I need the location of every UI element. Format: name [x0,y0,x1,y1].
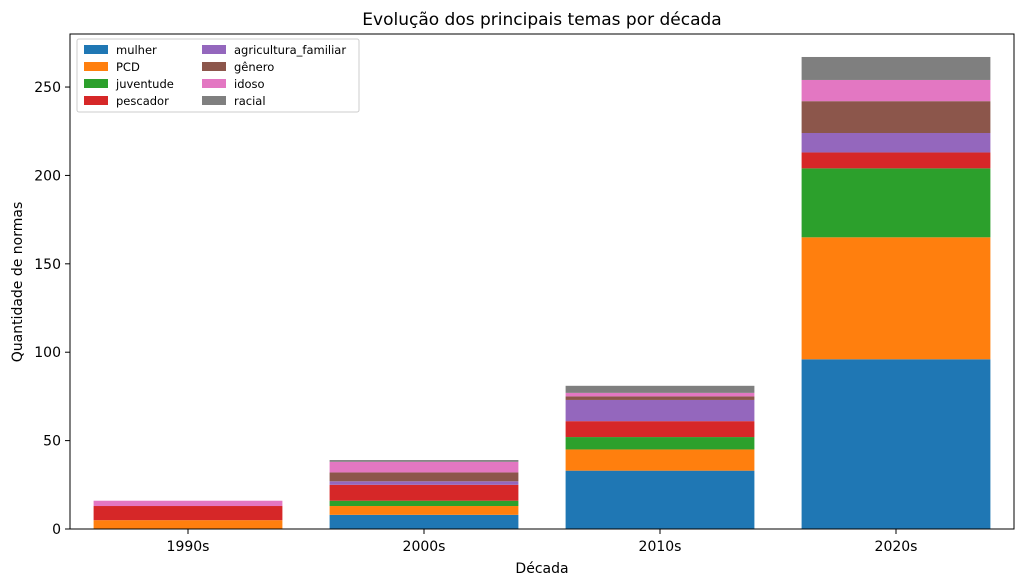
legend-label-agricultura_familiar: agricultura_familiar [234,43,346,57]
y-tick-label: 100 [34,345,61,361]
chart-title: Evolução dos principais temas por década [362,10,721,30]
bar-pescador-2010s [565,421,755,438]
bar-mulher-2010s [565,470,755,529]
bar-mulher-2020s [801,359,991,529]
legend-swatch-juventude [84,79,108,88]
legend-swatch-PCD [84,62,108,71]
bar-pescador-2000s [329,484,519,501]
bar-idoso-2020s [801,79,991,102]
legend-swatch-agricultura_familiar [202,45,226,54]
legend-swatch-gênero [202,62,226,71]
bar-PCD-2010s [565,449,755,471]
legend-box [76,38,360,113]
bar-pescador-2020s [801,152,991,169]
legend: mulher PCD juventude pescador agricultura_fa… [76,38,360,113]
y-axis-label: Quantidade de normas [10,202,26,363]
x-tick-label: 1990s [167,539,210,555]
y-tick-label: 200 [34,168,61,184]
legend-label-mulher: mulher [116,43,157,57]
legend-label-pescador: pescador [116,94,169,108]
bar-idoso-1990s [93,500,283,507]
legend-swatch-pescador [84,96,108,105]
legend-label-juventude: juventude [115,77,174,91]
y-tick-label: 150 [34,257,61,273]
bar-racial-2000s [329,460,519,462]
bars-layer [93,56,991,529]
y-tick-label: 0 [52,522,61,538]
x-tick-label: 2000s [403,539,446,555]
y-tick-label: 250 [34,80,61,96]
legend-label-racial: racial [234,94,266,108]
bar-PCD-1990s [93,520,283,529]
legend-label-gênero: gênero [234,60,274,74]
bar-PCD-2020s [801,237,991,360]
bar-juventude-2010s [565,437,755,450]
bar-mulher-2000s [329,514,519,529]
bar-agricultura_familiar-2020s [801,133,991,153]
y-tick-label: 50 [43,434,61,450]
x-tick-label: 2020s [875,539,918,555]
bar-juventude-2020s [801,168,991,238]
bar-racial-2010s [565,385,755,393]
legend-swatch-mulher [84,45,108,54]
bar-idoso-2010s [565,392,755,397]
bar-pescador-1990s [93,506,283,521]
bar-agricultura_familiar-2000s [329,481,519,485]
bar-juventude-2000s [329,500,519,507]
plot-frame [69,33,1015,530]
bar-racial-2020s [801,56,991,80]
legend-swatch-idoso [202,79,226,88]
bar-agricultura_familiar-2010s [565,399,755,422]
bar-gênero-2010s [565,396,755,400]
bar-gênero-2000s [329,472,519,482]
legend-label-idoso: idoso [234,77,265,91]
legend-swatch-racial [202,96,226,105]
x-axis-label: Década [515,561,568,577]
bar-idoso-2000s [329,461,519,473]
y-axis: 0 50 100 150 200 250 [34,80,70,538]
bar-gênero-2020s [801,101,991,133]
legend-label-PCD: PCD [116,60,140,74]
bar-PCD-2000s [329,506,519,515]
x-axis: 1990s 2000s 2010s 2020s [167,529,918,555]
x-tick-label: 2010s [639,539,682,555]
